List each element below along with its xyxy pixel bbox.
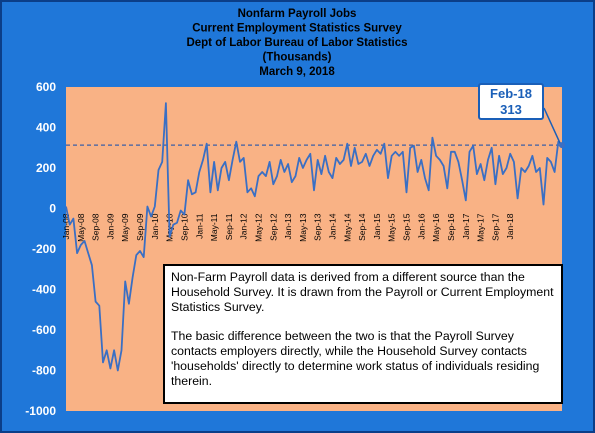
x-tick-label: May-15 xyxy=(387,213,397,242)
x-tick-label: Jan-16 xyxy=(416,213,426,239)
callout-date: Feb-18 xyxy=(490,86,532,101)
chart-title-line: Current Employment Statistics Survey xyxy=(192,23,402,35)
x-tick-label: Jan-09 xyxy=(105,213,115,239)
x-tick-label: Jan-13 xyxy=(283,213,293,239)
x-tick-label: Jan-10 xyxy=(150,213,160,239)
x-tick-label: Jan-15 xyxy=(372,213,382,239)
x-tick-label: Sep-11 xyxy=(224,213,234,240)
callout-value: 313 xyxy=(500,102,522,117)
x-tick-label: Jan-12 xyxy=(239,213,249,239)
note-paragraph-1: Non-Farm Payroll data is derived from a … xyxy=(171,270,554,314)
x-tick-label: May-17 xyxy=(476,213,486,242)
latest-value-marker xyxy=(559,142,565,149)
y-tick-label: -600 xyxy=(32,323,56,337)
x-tick-label: May-11 xyxy=(209,213,219,241)
chart-title-line: Dept of Labor Bureau of Labor Statistics xyxy=(186,37,407,49)
x-tick-label: Sep-08 xyxy=(91,213,101,241)
x-tick-label: Sep-15 xyxy=(402,213,412,241)
y-tick-label: -400 xyxy=(32,283,56,297)
latest-value-callout: Feb-18 313 xyxy=(478,83,544,120)
x-tick-label: Jan-18 xyxy=(505,213,515,239)
x-tick-label: Sep-13 xyxy=(313,213,323,241)
y-tick-label: 200 xyxy=(36,161,56,175)
x-tick-label: Sep-16 xyxy=(446,213,456,241)
x-tick-label: May-16 xyxy=(431,213,441,242)
y-tick-label: -800 xyxy=(32,364,56,378)
x-tick-label: Jan-14 xyxy=(328,213,338,239)
chart-title-line: Nonfarm Payroll Jobs xyxy=(238,8,357,20)
x-tick-label: Sep-09 xyxy=(135,213,145,241)
chart-title-line: March 9, 2018 xyxy=(259,66,335,78)
chart-title-line: (Thousands) xyxy=(263,52,332,64)
note-paragraph-2: The basic difference between the two is … xyxy=(171,329,540,388)
x-tick-label: May-08 xyxy=(76,213,86,242)
x-tick-label: Jan-08 xyxy=(61,213,71,239)
explanatory-note: Non-Farm Payroll data is derived from a … xyxy=(163,264,563,404)
payroll-series-line xyxy=(65,102,563,372)
x-tick-label: Jan-11 xyxy=(194,213,204,239)
y-tick-label: -200 xyxy=(32,242,56,256)
x-tick-label: Jan-17 xyxy=(461,213,471,239)
callout-arrow xyxy=(543,107,561,144)
x-tick-label: May-09 xyxy=(120,213,130,242)
x-tick-label: May-12 xyxy=(253,213,263,242)
x-tick-label: May-13 xyxy=(298,213,308,242)
x-tick-label: Sep-14 xyxy=(357,213,367,241)
x-tick-label: Sep-10 xyxy=(179,213,189,241)
x-tick-label: Sep-17 xyxy=(490,213,500,241)
y-tick-label: 600 xyxy=(36,80,56,94)
x-tick-label: May-14 xyxy=(342,213,352,242)
y-tick-label: -1000 xyxy=(25,404,56,418)
y-tick-label: 0 xyxy=(49,202,56,216)
x-tick-label: Sep-12 xyxy=(268,213,278,241)
y-tick-label: 400 xyxy=(36,121,56,135)
